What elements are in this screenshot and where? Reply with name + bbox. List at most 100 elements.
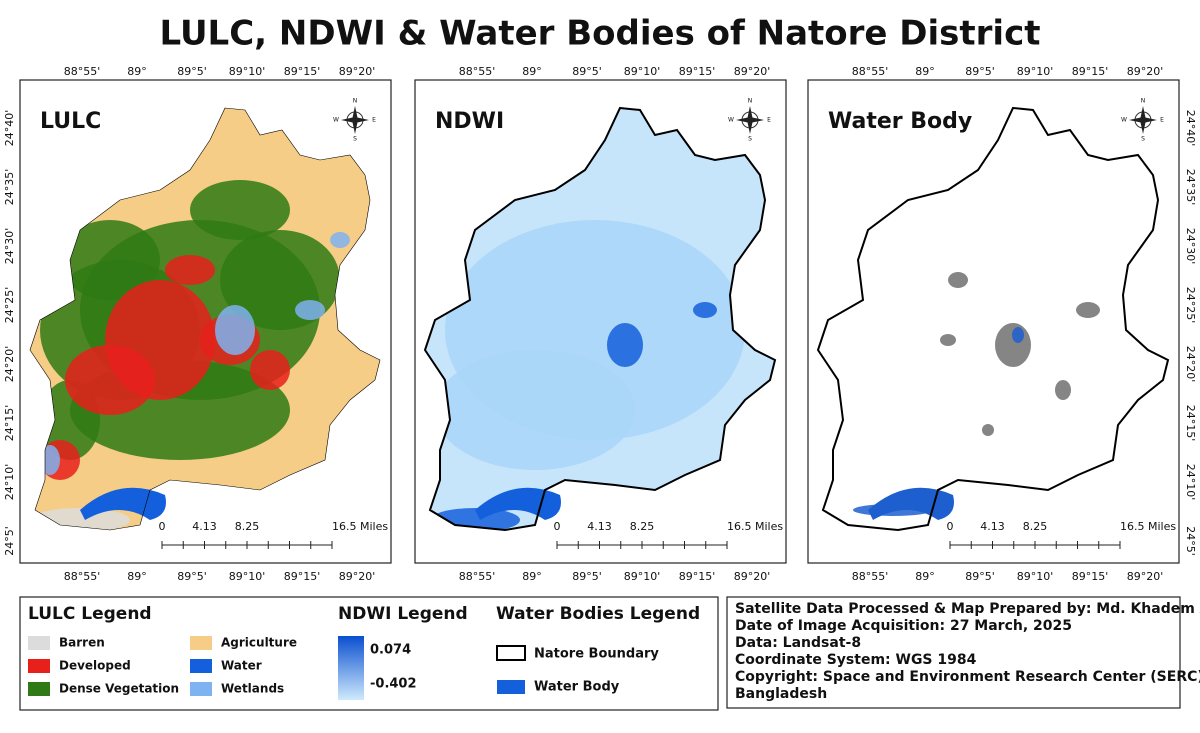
info-line: Bangladesh	[735, 686, 827, 702]
longitude-label: 89°10'	[1017, 65, 1054, 78]
longitude-label: 89°10'	[229, 65, 266, 78]
longitude-label: 89°	[127, 65, 147, 78]
cover-patch	[435, 350, 635, 470]
legend-label: Water Body	[534, 680, 620, 695]
longitude-label: 89°10'	[229, 570, 266, 583]
cover-patch	[295, 300, 325, 320]
compass-star	[1129, 106, 1157, 134]
cover-patch	[430, 508, 520, 530]
compass-letter: S	[1141, 136, 1145, 143]
info-line: Data: Landsat-8	[735, 635, 861, 651]
info-line: Copyright: Space and Environment Researc…	[735, 669, 1200, 685]
legend-swatch	[496, 645, 526, 661]
scale-label: 0	[947, 520, 954, 533]
cover-patch	[1012, 327, 1024, 343]
compass-letter: W	[333, 117, 339, 124]
scale-label: 8.25	[630, 520, 655, 533]
scale-label: 0	[159, 520, 166, 533]
longitude-label: 89°20'	[1127, 65, 1164, 78]
legend-title: LULC Legend	[28, 604, 152, 624]
land-cover	[429, 220, 745, 530]
panel-label: Water Body	[828, 109, 972, 134]
latitude-label: 24°5'	[1184, 526, 1197, 556]
latitude-label: 24°5'	[3, 526, 16, 556]
longitude-label: 89°15'	[679, 570, 716, 583]
panel-label: NDWI	[435, 109, 504, 134]
longitude-label: 88°55'	[852, 65, 889, 78]
longitude-label: 89°20'	[339, 570, 376, 583]
cover-patch	[60, 220, 160, 300]
legend-label: Agriculture	[221, 636, 297, 650]
cover-patch	[1076, 302, 1100, 318]
longitude-label: 89°5'	[177, 65, 207, 78]
river	[80, 487, 166, 520]
longitude-label: 89°	[522, 570, 542, 583]
info-line: Coordinate System: WGS 1984	[735, 652, 977, 668]
cover-patch	[948, 272, 968, 288]
map-panel: NDWI N E S W 0 4.13 8.25 16.5 Miles	[414, 79, 787, 564]
legend-label: Natore Boundary	[534, 647, 659, 662]
longitude-label: 89°10'	[1017, 570, 1054, 583]
info-line: Date of Image Acquisition: 27 March, 202…	[735, 618, 1072, 634]
cover-patch	[693, 302, 717, 318]
legend-swatch	[28, 682, 50, 696]
scale-label: 8.25	[1023, 520, 1048, 533]
scale-label: 16.5 Miles	[1120, 520, 1176, 533]
latitude-label: 24°20'	[1184, 346, 1197, 383]
legend-swatch	[190, 636, 212, 650]
longitude-label: 89°15'	[1072, 65, 1109, 78]
longitude-label: 88°55'	[459, 570, 496, 583]
latitude-label: 24°25'	[1184, 287, 1197, 324]
longitude-label: 89°15'	[284, 570, 321, 583]
info-line: Satellite Data Processed & Map Prepared …	[735, 601, 1200, 617]
longitude-label: 89°10'	[624, 65, 661, 78]
compass-letter: E	[372, 117, 376, 124]
compass-letter: N	[748, 98, 753, 105]
legend-label: 0.074	[370, 643, 411, 658]
legend-swatch	[28, 659, 50, 673]
legend-label: -0.402	[370, 677, 417, 692]
longitude-label: 89°	[522, 65, 542, 78]
latitude-label: 24°10'	[1184, 464, 1197, 501]
longitude-label: 89°10'	[624, 570, 661, 583]
latitude-label: 24°15'	[3, 405, 16, 442]
compass-letter: S	[353, 136, 357, 143]
compass-letter: E	[1160, 117, 1164, 124]
longitude-label: 89°20'	[339, 65, 376, 78]
compass-letter: N	[1141, 98, 1146, 105]
compass-letter: W	[1121, 117, 1127, 124]
legend-title: Water Bodies Legend	[496, 604, 700, 624]
cover-patch	[250, 350, 290, 390]
info-box	[726, 596, 1181, 709]
longitude-label: 89°5'	[965, 570, 995, 583]
scale-label: 8.25	[235, 520, 260, 533]
compass-star	[341, 106, 369, 134]
latitude-label: 24°40'	[3, 110, 16, 147]
land-cover	[30, 180, 350, 530]
longitude-label: 89°5'	[572, 65, 602, 78]
latitude-label: 24°20'	[3, 346, 16, 383]
compass-star	[736, 106, 764, 134]
compass-letter: S	[748, 136, 752, 143]
longitude-label: 89°	[127, 570, 147, 583]
cover-patch	[190, 180, 290, 240]
longitude-label: 89°15'	[679, 65, 716, 78]
longitude-label: 89°	[915, 570, 935, 583]
longitude-label: 88°55'	[852, 570, 889, 583]
legend-label: Developed	[59, 659, 131, 673]
panel-frame	[414, 79, 787, 564]
legend-label: Dense Vegetation	[59, 682, 179, 696]
latitude-label: 24°30'	[3, 228, 16, 265]
scale-label: 4.13	[980, 520, 1005, 533]
scale-label: 16.5 Miles	[727, 520, 783, 533]
map-panel: Water Body N E S W 0 4.13 8.25 16.5 Miles	[807, 79, 1180, 564]
latitude-label: 24°40'	[1184, 110, 1197, 147]
cover-patch	[940, 334, 956, 346]
compass-letter: W	[728, 117, 734, 124]
longitude-label: 89°5'	[965, 65, 995, 78]
cover-patch	[1055, 380, 1071, 400]
cover-patch	[65, 345, 155, 415]
cover-patch	[330, 232, 350, 248]
latitude-label: 24°10'	[3, 464, 16, 501]
scale-label: 0	[554, 520, 561, 533]
